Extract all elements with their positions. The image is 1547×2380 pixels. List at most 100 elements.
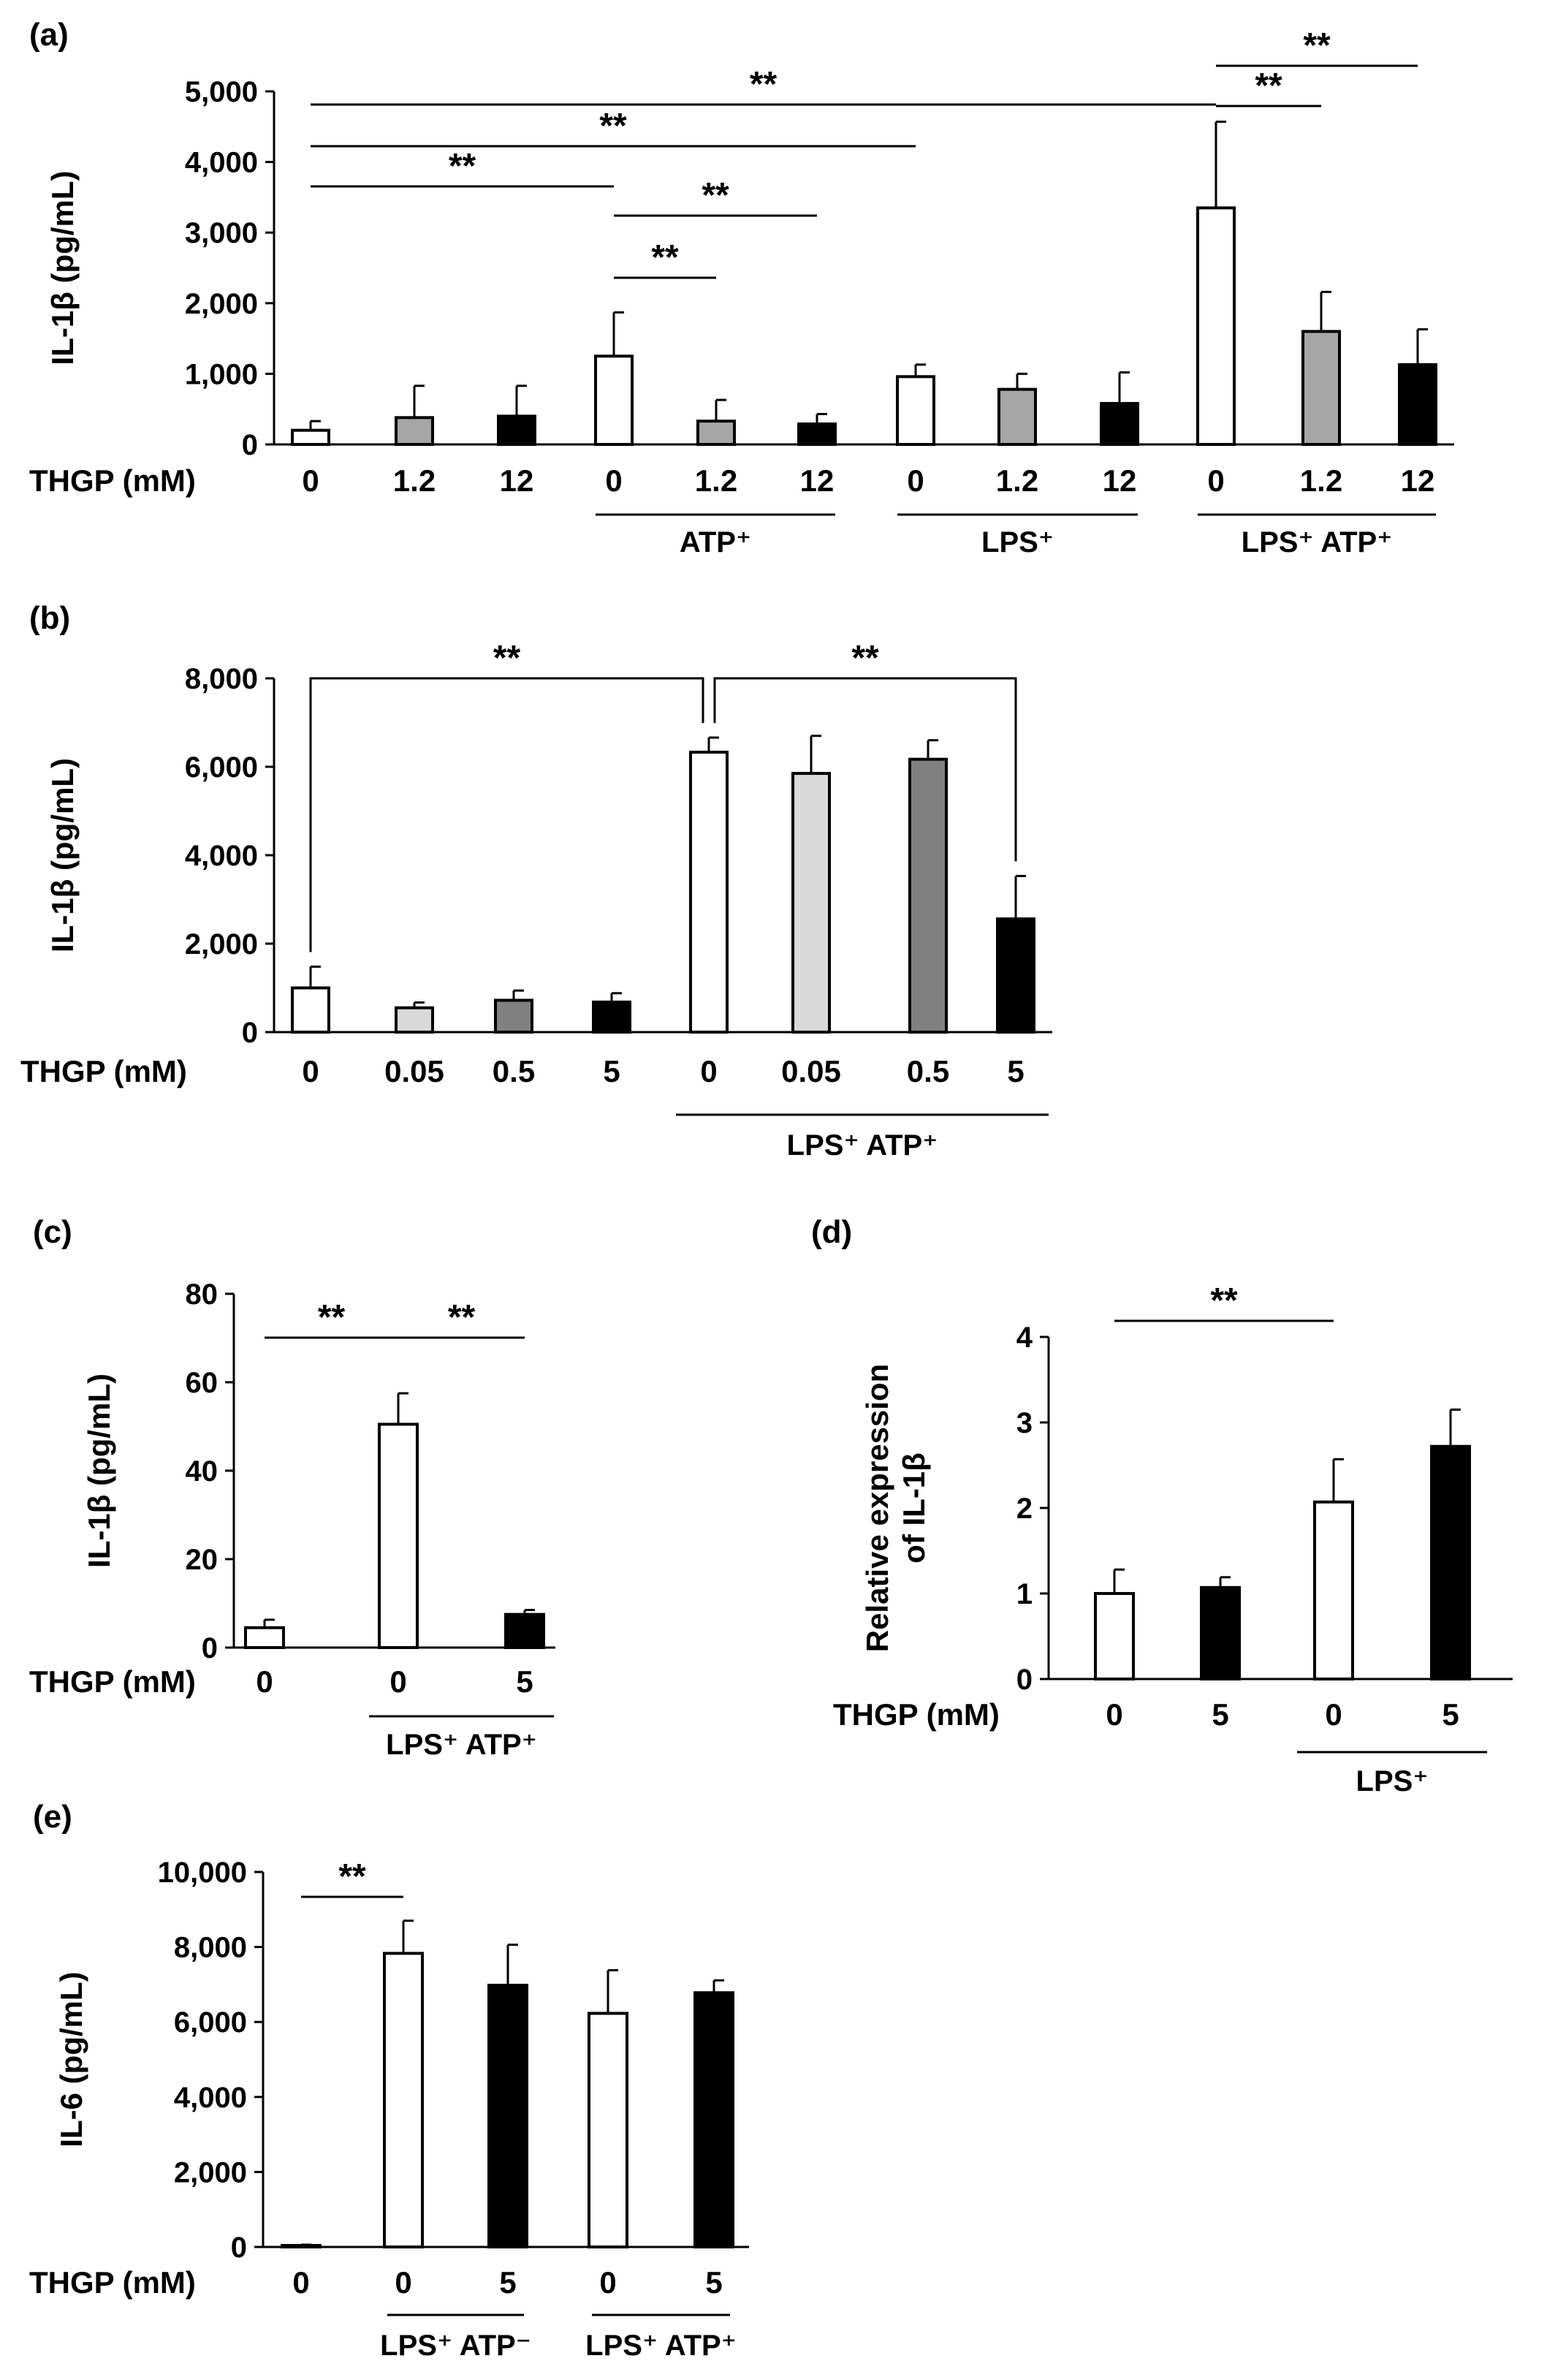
x-category-label: 12 <box>1103 463 1137 498</box>
x-category-label: 5 <box>1007 1054 1024 1088</box>
x-header-label: THGP (mM) <box>29 1664 196 1699</box>
panel-tag: (d) <box>811 1214 852 1250</box>
y-tick-label: 60 <box>186 1367 218 1399</box>
y-tick-label: 4,000 <box>174 2082 247 2114</box>
bar <box>395 416 434 446</box>
bar <box>383 1952 424 2249</box>
x-header-label: THGP (mM) <box>20 1054 187 1088</box>
group-label: LPS⁺ ATP⁻ <box>380 2330 531 2362</box>
group-label: LPS⁺ <box>1356 1765 1429 1797</box>
x-category-label: 0 <box>302 1054 319 1088</box>
x-header-label: THGP (mM) <box>29 463 196 498</box>
x-category-label: 0 <box>395 2265 411 2300</box>
y-tick-label: 3 <box>1016 1407 1033 1439</box>
group-label: LPS⁺ ATP⁺ <box>787 1129 938 1161</box>
y-axis-label: Relative expression <box>860 1364 894 1653</box>
group-label: LPS⁺ <box>981 526 1054 558</box>
x-category-label: 5 <box>705 2265 722 2300</box>
x-category-label: 0.05 <box>781 1054 841 1088</box>
x-category-label: 0 <box>907 463 924 498</box>
bar <box>1398 363 1437 447</box>
x-category-label: 0 <box>292 2265 309 2300</box>
significance-label: ** <box>448 1298 476 1337</box>
bar <box>497 414 536 446</box>
y-tick-label: 6,000 <box>185 751 258 784</box>
y-axis-label: IL-6 (pg/mL) <box>54 1971 88 2147</box>
x-category-label: 0.05 <box>384 1054 444 1088</box>
y-tick-label: 8,000 <box>174 1932 247 1964</box>
y-axis-label-line2: of IL-1β <box>897 1452 931 1564</box>
y-tick-label: 4,000 <box>185 840 258 872</box>
y-axis-label: IL-1β (pg/mL) <box>45 171 80 365</box>
bar <box>689 751 729 1034</box>
y-tick-label: 2 <box>1016 1493 1033 1525</box>
x-category-label: 0 <box>256 1664 273 1699</box>
bar <box>378 1422 419 1649</box>
panel-tag: (b) <box>29 600 70 636</box>
bar <box>693 1991 734 2249</box>
significance-label: ** <box>493 639 521 678</box>
significance-label: ** <box>750 65 778 104</box>
bar <box>487 1983 528 2249</box>
bar <box>1301 330 1341 446</box>
y-tick-label: 0 <box>231 2232 247 2264</box>
bar <box>291 428 330 446</box>
x-category-label: 12 <box>500 463 534 498</box>
y-tick-label: 8,000 <box>185 663 258 695</box>
y-tick-label: 5,000 <box>185 76 258 108</box>
bar <box>908 757 948 1034</box>
y-tick-label: 6,000 <box>174 2006 247 2039</box>
bar <box>594 355 634 446</box>
y-tick-label: 0 <box>242 429 258 461</box>
x-category-label: 0.5 <box>493 1054 535 1088</box>
bar <box>797 422 837 447</box>
y-tick-label: 2,000 <box>185 928 258 960</box>
x-category-label: 5 <box>1212 1697 1228 1732</box>
bar <box>291 986 330 1034</box>
significance-label: ** <box>599 107 627 145</box>
x-header-label: THGP (mM) <box>833 1697 1000 1732</box>
significance-label: ** <box>702 176 729 215</box>
significance-bracket <box>309 677 704 952</box>
x-category-label: 0 <box>700 1054 717 1088</box>
panel-tag: (c) <box>33 1214 72 1250</box>
y-axis-label: IL-1β (pg/mL) <box>82 1373 116 1568</box>
x-category-label: 5 <box>499 2265 516 2300</box>
panel-tag: (a) <box>29 17 69 53</box>
y-tick-label: 10,000 <box>158 1857 247 1889</box>
y-tick-label: 4 <box>1016 1322 1033 1354</box>
y-tick-label: 0 <box>242 1017 258 1049</box>
bar <box>592 1000 631 1034</box>
panel-a: (a) 0 1,000 2,000 3,000 4,000 5,000 IL-1β (pg/m… <box>29 17 1454 558</box>
x-header-label: THGP (mM) <box>29 2265 196 2300</box>
bar <box>997 387 1037 446</box>
bar <box>1200 1585 1241 1681</box>
bar <box>588 2012 628 2248</box>
y-tick-label: 2,000 <box>174 2156 247 2188</box>
group-label: LPS⁺ ATP⁺ <box>1242 526 1393 558</box>
x-category-label: 1.2 <box>996 463 1038 498</box>
x-category-label: 0 <box>302 463 319 498</box>
panel-b: (b) 0 2,000 4,000 6,000 8,000 IL-1β (pg/mL) THG… <box>20 600 1052 1161</box>
bar <box>1100 401 1139 446</box>
x-category-label: 0 <box>599 2265 616 2300</box>
bar <box>696 420 736 447</box>
bar <box>791 772 831 1034</box>
significance-label: ** <box>449 147 476 186</box>
bar <box>1430 1444 1471 1680</box>
significance-label: ** <box>318 1298 346 1337</box>
significance-label: ** <box>1210 1281 1238 1320</box>
bar <box>1196 206 1236 446</box>
group-label: LPS⁺ ATP⁺ <box>386 1729 537 1761</box>
bar <box>494 998 533 1034</box>
panel-tag: (e) <box>33 1799 72 1835</box>
significance-label: ** <box>338 1857 366 1896</box>
y-tick-label: 0 <box>202 1632 218 1664</box>
y-tick-label: 80 <box>186 1278 218 1311</box>
x-category-label: 5 <box>516 1664 533 1699</box>
group-label: ATP⁺ <box>680 526 751 558</box>
significance-label: ** <box>1303 26 1331 65</box>
significance-label: ** <box>651 238 679 277</box>
